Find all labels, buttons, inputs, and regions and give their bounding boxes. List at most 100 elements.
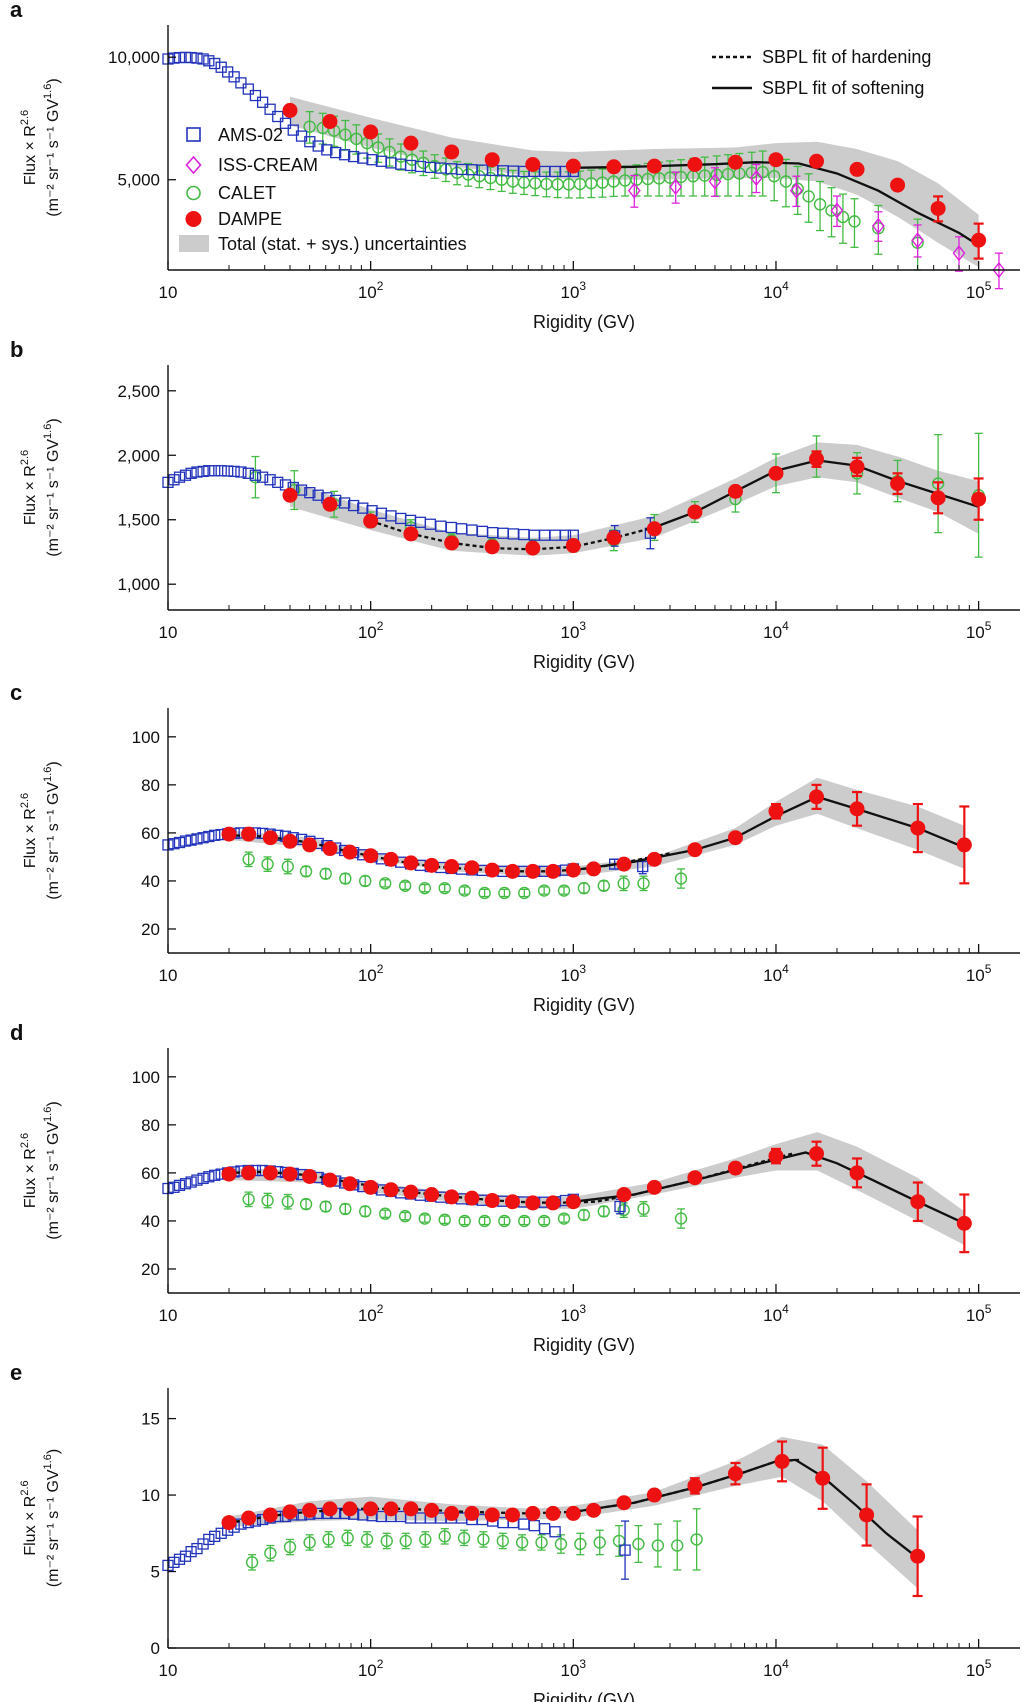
calet-point (478, 886, 491, 900)
ams-point (304, 487, 316, 499)
x-axis-label: Rigidity (GV) (533, 652, 635, 672)
x-tick-exponent: 2 (377, 619, 384, 633)
x-tick-label: 103 (561, 619, 587, 642)
iss-cream-point (627, 182, 641, 199)
dampe-point (403, 1501, 419, 1517)
dampe-point (383, 1182, 399, 1198)
dampe-point (403, 135, 419, 151)
ams-point (528, 1519, 540, 1532)
y-axis-label-line2: (m⁻² sr⁻¹ s⁻¹ GV1.6) (42, 418, 62, 556)
ams-point (321, 144, 333, 156)
dampe-point (545, 1195, 561, 1211)
calet-point (577, 1208, 591, 1222)
calet-point (597, 1205, 611, 1218)
calet-point (617, 877, 630, 890)
ams-point (338, 149, 351, 161)
calet-point (515, 1536, 529, 1549)
ams-point (197, 465, 209, 478)
dampe-point (484, 862, 500, 878)
ams-point (209, 1530, 221, 1543)
ams-point (203, 465, 215, 477)
dampe-point (444, 859, 460, 875)
y-axis-label-close: ) (45, 418, 62, 423)
panel-b: b 10 102 103 104 105 1,000 1,500 2,000 2,500 Rigid… (10, 337, 1020, 672)
dampe-point (342, 1501, 358, 1517)
ams-point (256, 471, 269, 483)
dampe-point (262, 1165, 278, 1181)
ams-point (203, 1533, 215, 1546)
x-tick-label: 104 (763, 1302, 789, 1325)
ams-point (242, 467, 254, 479)
dampe-point (586, 861, 602, 877)
calet-point (597, 879, 611, 892)
legend-hardening-label: SBPL fit of hardening (762, 47, 931, 67)
y-tick-label: 15 (141, 1410, 160, 1429)
y-tick-label: 5 (151, 1563, 160, 1582)
ams-point (256, 96, 269, 108)
iss-cream-point (952, 245, 966, 262)
y-tick-label: 20 (141, 1260, 160, 1279)
x-tick-label: 102 (358, 279, 384, 302)
ams-point (347, 150, 360, 163)
dampe-point (727, 483, 743, 499)
dampe-point (484, 152, 500, 168)
dampe-point (859, 1507, 875, 1523)
dampe-point (221, 826, 237, 842)
legend-band-swatch (179, 235, 209, 252)
dampe-point (646, 1179, 662, 1195)
iss-cream-point (669, 178, 683, 196)
dampe-point (646, 158, 662, 174)
dampe-point (221, 1515, 237, 1531)
dampe-point (809, 1146, 825, 1162)
dampe-point (322, 1172, 338, 1188)
dampe-point (262, 830, 278, 846)
dampe-point (956, 837, 972, 853)
dampe-point (687, 1170, 703, 1186)
calet-point (322, 1533, 335, 1546)
iss-cream-point (992, 261, 1006, 279)
calet-point (394, 150, 408, 163)
ams-point (173, 471, 186, 483)
x-tick-label: 10 (159, 283, 178, 302)
dampe-point (545, 863, 561, 879)
legend-calet-label: CALET (218, 183, 276, 203)
y-axis-label-close: ) (45, 761, 62, 766)
iss-cream-point (708, 173, 722, 190)
ams-point (235, 77, 247, 89)
dampe-point (464, 860, 480, 876)
dampe-point (424, 857, 440, 873)
dampe-point (849, 1165, 865, 1181)
dampe-point (504, 863, 520, 879)
dampe-point (282, 833, 298, 849)
calet-point (779, 175, 793, 188)
x-tick-exponent: 2 (377, 1657, 384, 1671)
ams-point (185, 51, 197, 64)
dampe-point (322, 1501, 338, 1517)
calet-point (339, 128, 352, 141)
dampe-point (646, 851, 662, 867)
ams-point (312, 489, 324, 501)
legend-band-label: Total (stat. + sys.) uncertainties (218, 234, 467, 254)
dampe-point (687, 1478, 703, 1494)
dampe-point (342, 844, 358, 860)
x-tick-label: 103 (561, 1302, 587, 1325)
x-tick-exponent: 3 (579, 962, 586, 976)
calet-point (303, 1536, 316, 1549)
x-tick-label: 102 (358, 1657, 384, 1680)
ams-point (191, 1174, 203, 1186)
dampe-point (616, 856, 632, 872)
dampe-point (525, 1195, 541, 1211)
x-tick-exponent: 2 (377, 962, 384, 976)
calet-point (557, 1212, 571, 1225)
calet-point (637, 1202, 650, 1216)
y-axis-label-line1: Flux × R2.6 (19, 793, 39, 868)
x-tick-label: 10 (159, 623, 178, 642)
dampe-point (809, 153, 825, 169)
dampe-point (930, 200, 946, 216)
y-tick-label: 80 (141, 776, 160, 795)
ams-point (185, 1545, 197, 1558)
dampe-point (910, 1194, 926, 1210)
ams-point (197, 832, 209, 844)
calet-point (359, 874, 372, 888)
dampe-point (687, 504, 703, 520)
